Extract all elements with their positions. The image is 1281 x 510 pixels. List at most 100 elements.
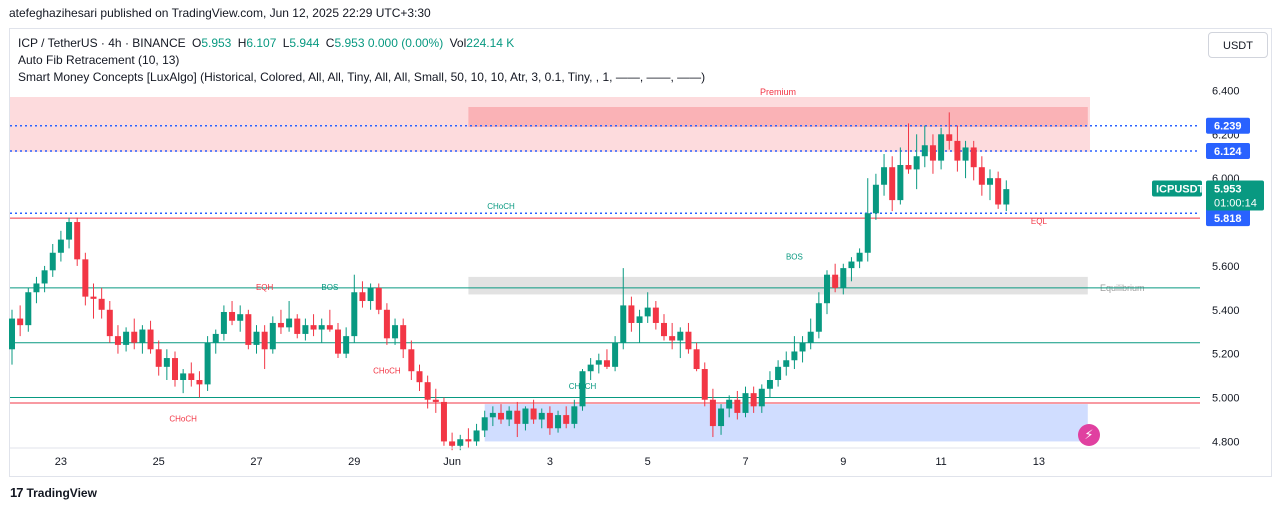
structure-label: BOS [786, 252, 803, 261]
candle-body [82, 259, 89, 297]
candle [661, 314, 667, 341]
candle-body [49, 252, 56, 271]
candle-body [905, 165, 912, 170]
candle-body [595, 360, 602, 365]
candle [603, 349, 610, 370]
candle-body [114, 336, 121, 345]
candle-body [74, 222, 81, 260]
candle-body [473, 430, 480, 442]
candle [571, 399, 578, 429]
candle [302, 318, 309, 341]
chart-frame[interactable] [9, 28, 1272, 477]
candle-body [9, 318, 15, 350]
candle [595, 353, 602, 374]
candle [905, 123, 912, 174]
candle-body [33, 283, 40, 293]
candle-body [383, 309, 390, 339]
candle-body [995, 178, 1002, 205]
candle [237, 305, 244, 332]
tradingview-footer[interactable]: 17 TradingView [10, 485, 97, 500]
candle [978, 156, 985, 196]
candle [783, 351, 790, 376]
time-tick: 11 [935, 456, 946, 468]
candle [530, 399, 537, 424]
candle-body [889, 167, 896, 201]
candle-body [677, 331, 684, 341]
structure-label: EQL [1031, 217, 1048, 226]
candle [220, 305, 227, 341]
candle-body [514, 410, 521, 424]
countdown-text: 01:00:14 [1214, 197, 1257, 209]
candle-body [212, 333, 219, 343]
candle [432, 388, 439, 413]
price-label-badge: 6.239 [1206, 117, 1250, 134]
candle-body [286, 318, 293, 328]
candles [9, 112, 1010, 451]
candle-body [106, 309, 113, 337]
candle-body [954, 140, 961, 161]
candle [114, 325, 121, 354]
candle-body [612, 342, 619, 367]
candle [131, 318, 138, 350]
candle-body [392, 325, 399, 339]
price-axis: 6.6006.4006.2006.0005.8005.6005.4005.200… [1152, 42, 1264, 448]
candle-body [440, 401, 447, 442]
candle-body [685, 331, 692, 350]
premium-zone [10, 97, 1090, 152]
structure-label: CHoCH [169, 415, 197, 424]
candle-body [335, 329, 341, 354]
candle [9, 309, 15, 365]
candle [726, 395, 733, 418]
candle [856, 248, 863, 269]
candle [987, 169, 993, 201]
publisher-line: atefeghazihesari published on TradingVie… [9, 6, 431, 20]
candle [848, 257, 855, 282]
candle [33, 276, 40, 304]
candle [791, 336, 798, 370]
candle [57, 230, 64, 262]
candle [351, 274, 358, 343]
structure-label: CHoCH [569, 382, 597, 391]
lightning-icon[interactable]: ⚡ [1078, 424, 1100, 446]
symbol-name[interactable]: ICP / TetherUS · 4h · BINANCE [18, 36, 186, 50]
candle-body [139, 329, 146, 343]
candle-body [66, 222, 73, 240]
candle [644, 292, 651, 323]
candle-body [636, 316, 643, 323]
time-tick: 3 [547, 456, 553, 468]
time-tick: 13 [1033, 456, 1045, 468]
candle [188, 362, 195, 387]
price-label-badge: 6.124 [1206, 142, 1250, 159]
candle-body [318, 325, 325, 330]
structure-label: EQH [256, 283, 274, 292]
candle [864, 178, 871, 262]
time-tick: 7 [742, 456, 748, 468]
candle-body [57, 239, 64, 253]
currency-button[interactable]: USDT [1208, 32, 1268, 58]
candle-body [147, 329, 154, 350]
candle [196, 371, 203, 398]
candle-body [351, 292, 358, 337]
candle [555, 410, 562, 433]
candle [294, 314, 301, 339]
indicator-smc[interactable]: Smart Money Concepts [LuxAlgo] (Historic… [18, 70, 706, 84]
indicator-fib[interactable]: Auto Fib Retracement (10, 13) [18, 53, 180, 67]
candle [286, 301, 293, 332]
candle [628, 296, 635, 332]
chart-legend: ICP / TetherUS · 4h · BINANCE O5.953 H6.… [18, 35, 705, 86]
candle [359, 281, 366, 308]
candle [677, 327, 684, 359]
candle-body [766, 379, 773, 389]
close-label: C [325, 36, 335, 50]
candle [685, 322, 692, 354]
candle-body [848, 261, 855, 269]
candle-body [881, 167, 888, 185]
candle-body [367, 287, 374, 302]
symbol-tag-text: ICPUSDT [1156, 183, 1205, 195]
price-badge-bg [1206, 142, 1250, 159]
candle [889, 156, 896, 212]
candle-body [791, 351, 798, 361]
candle-body [726, 399, 733, 409]
candle [204, 336, 211, 391]
